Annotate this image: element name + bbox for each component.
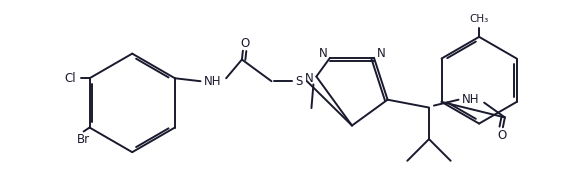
Text: N: N xyxy=(305,72,314,85)
Text: CH₃: CH₃ xyxy=(469,14,488,24)
Text: S: S xyxy=(295,75,303,88)
Text: Br: Br xyxy=(77,133,90,146)
Text: N: N xyxy=(319,47,328,60)
Text: NH: NH xyxy=(204,75,221,88)
Text: O: O xyxy=(498,129,507,142)
Text: O: O xyxy=(240,37,250,50)
Text: N: N xyxy=(376,47,385,60)
Text: NH: NH xyxy=(462,93,479,106)
Text: Cl: Cl xyxy=(64,72,76,85)
